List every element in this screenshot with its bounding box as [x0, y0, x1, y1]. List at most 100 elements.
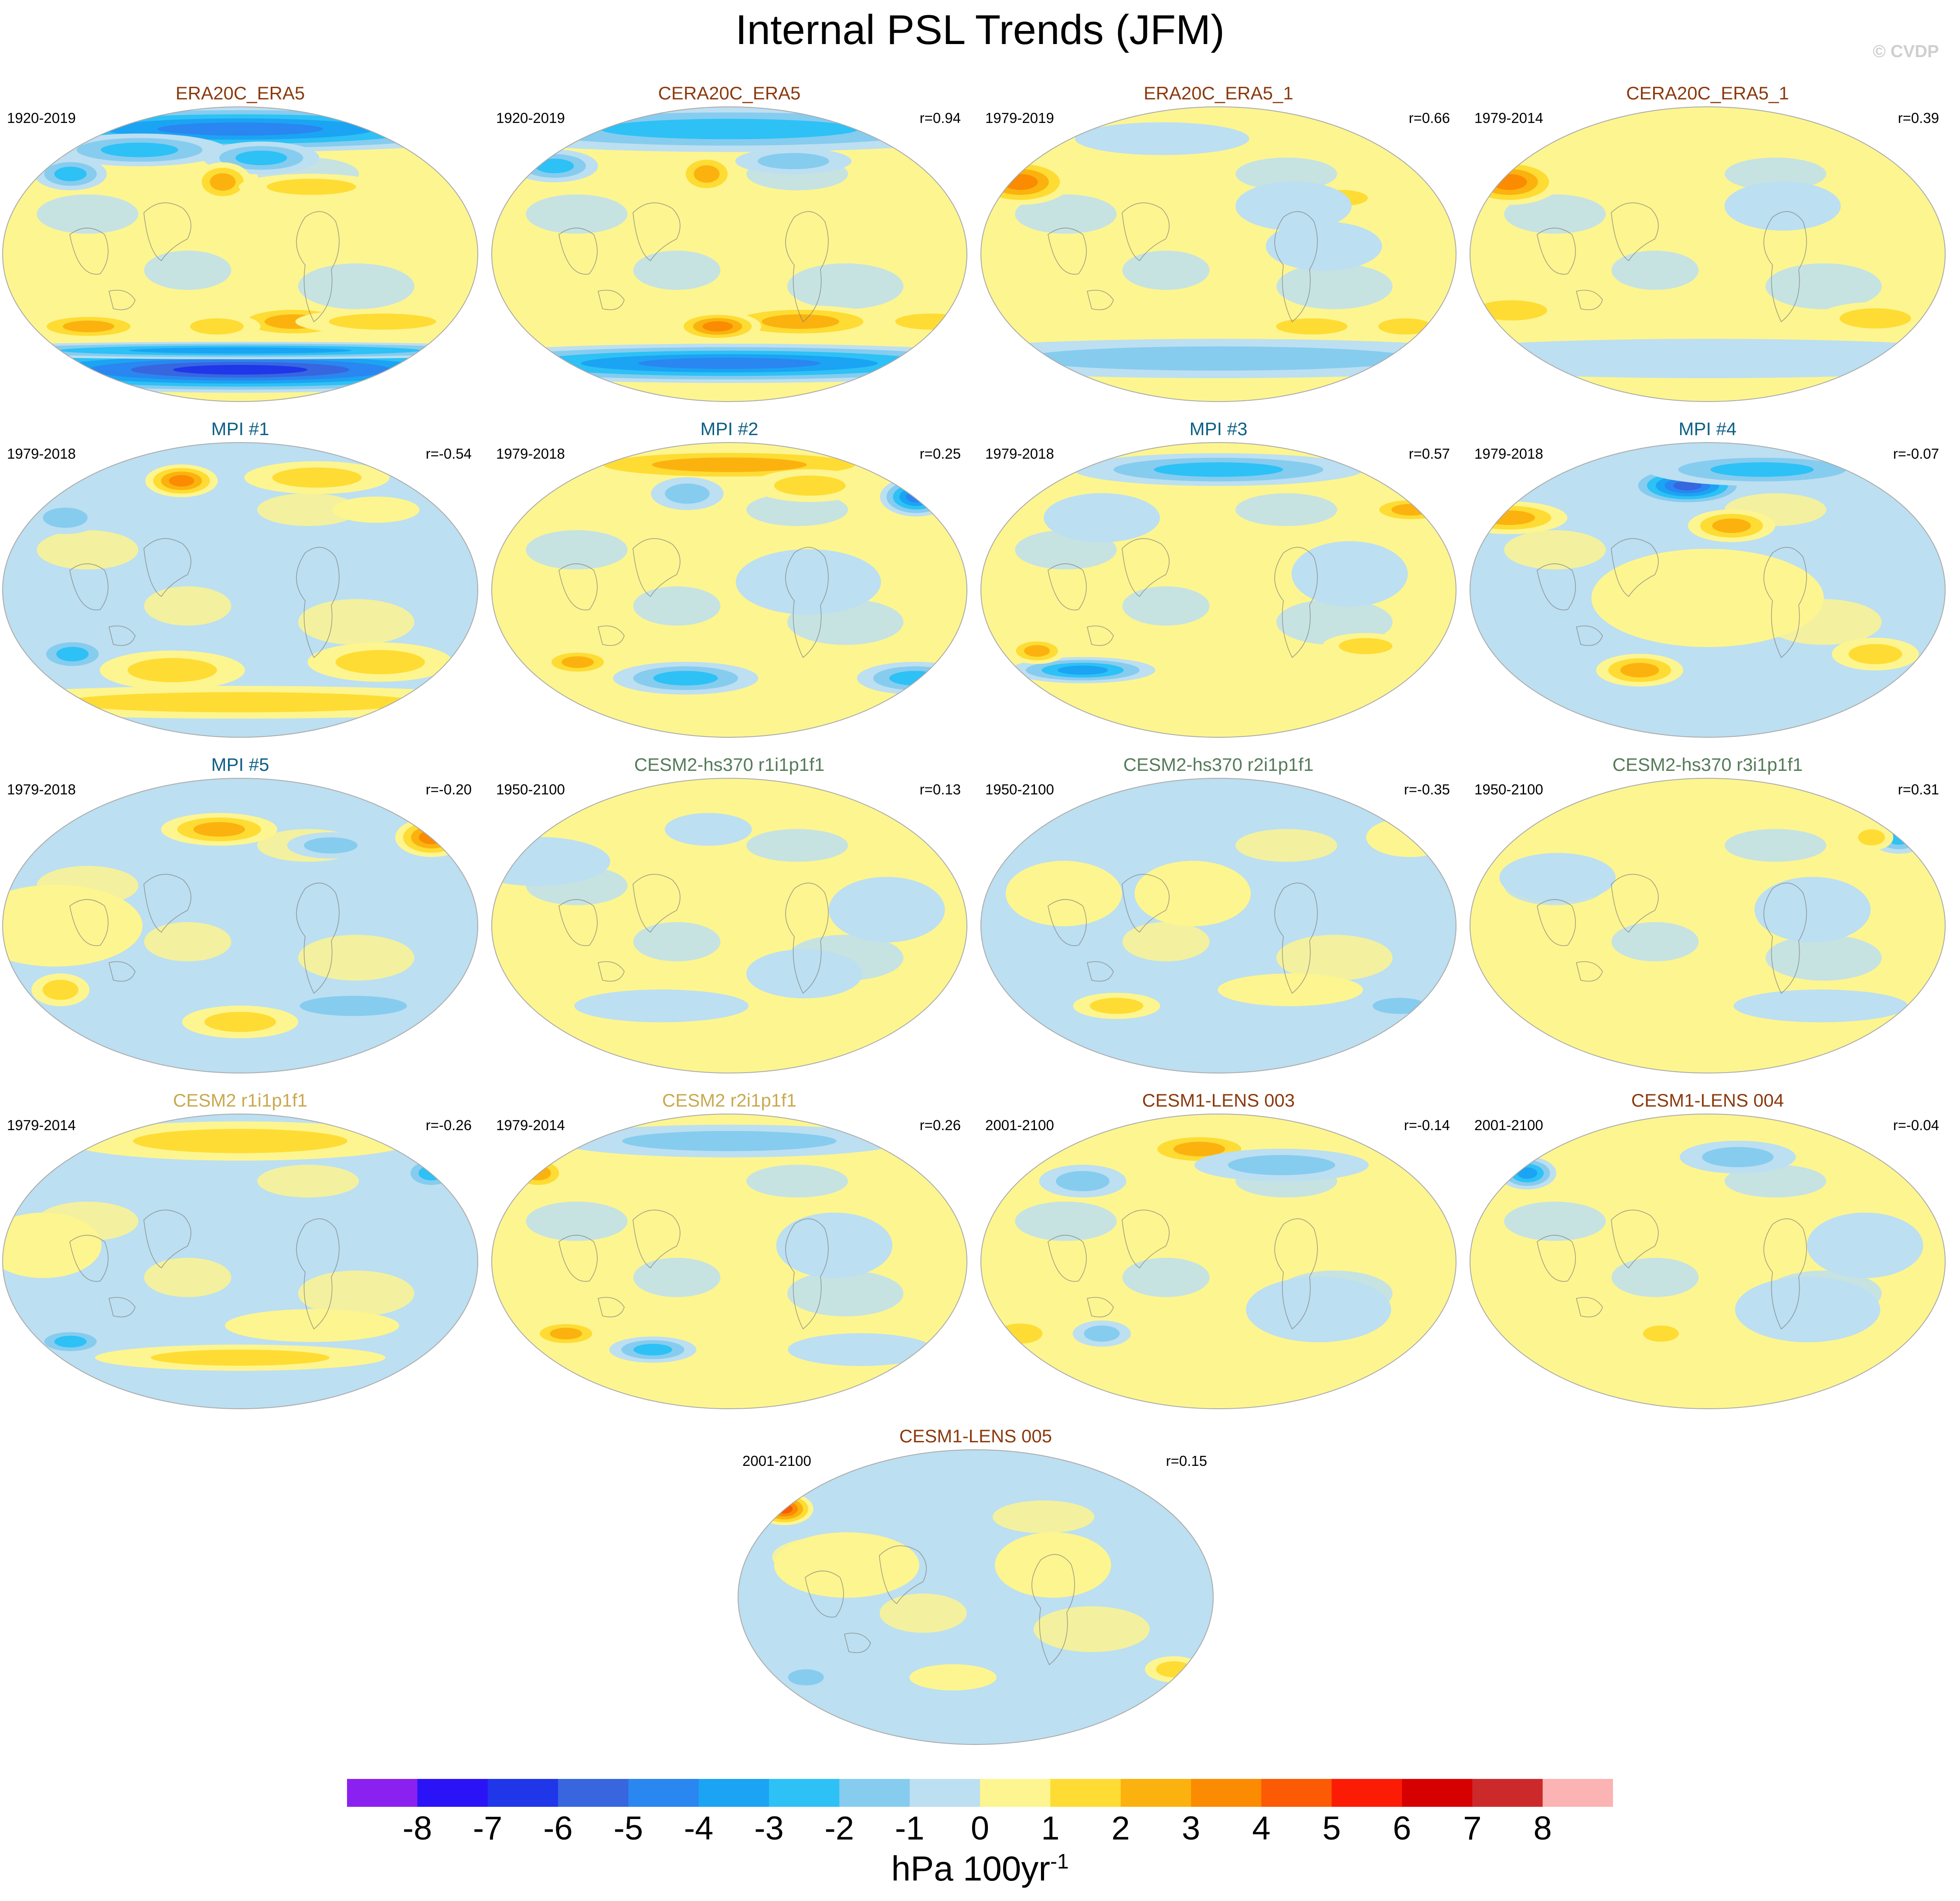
panel-correlation: r=-0.04: [1893, 1117, 1939, 1133]
trend-contour: [1807, 1213, 1923, 1278]
trend-patch: [1504, 194, 1606, 234]
coastline: [558, 1235, 598, 1282]
trend-patch: [633, 586, 721, 626]
map-panel: CESM1-LENS 004 2001-2100 r=-0.04: [1467, 1090, 1948, 1413]
panel-correlation: r=-0.07: [1893, 446, 1939, 462]
trend-contour: [665, 484, 710, 504]
panel-period: 1950-2100: [496, 781, 565, 797]
map-panel: CESM2 r1i1p1f1 1979-2014 r=-0.26: [0, 1090, 480, 1413]
map-border: [491, 778, 967, 1073]
trend-contour: [1246, 1277, 1392, 1342]
trend-contour: [133, 1129, 347, 1153]
coastline: [1122, 538, 1170, 597]
trend-contour: [335, 650, 425, 675]
coastline: [143, 202, 191, 262]
coastline: [1274, 1218, 1318, 1330]
coastline: [69, 563, 109, 610]
trend-patch: [1504, 530, 1606, 570]
panel-map: [1470, 1114, 1946, 1409]
colorbar-tick-label: -3: [754, 1810, 784, 1847]
panel-period: 1979-2018: [7, 446, 76, 462]
colorbar-box: [417, 1779, 488, 1807]
trend-contour: [210, 173, 236, 191]
coastline: [558, 228, 598, 275]
trend-contour: [1235, 181, 1352, 231]
coastline: [143, 1209, 191, 1269]
coastline: [1611, 1209, 1659, 1269]
coastline: [1576, 625, 1603, 646]
trend-patch: [1765, 935, 1882, 981]
trend-contour: [419, 830, 444, 845]
trend-contour: [204, 1012, 276, 1032]
trend-contour: [828, 877, 945, 943]
trend-contour: [332, 496, 420, 523]
colorbar-tick-label: 7: [1463, 1810, 1482, 1847]
coastline: [296, 882, 340, 994]
colorbar-box: [980, 1779, 1051, 1807]
trend-contour: [1710, 462, 1814, 477]
trend-contour: [43, 508, 88, 528]
trend-contour: [788, 1669, 824, 1686]
coastline: [1087, 290, 1114, 310]
trend-patch: [526, 194, 628, 234]
trend-contour: [157, 122, 323, 136]
trend-patch: [144, 922, 231, 961]
trend-contour: [1022, 346, 1415, 371]
panel-title: CESM2 r1i1p1f1: [173, 1090, 308, 1111]
map-panel: CESM2 r2i1p1f1 1979-2014 r=0.26: [489, 1090, 970, 1413]
panel-map: [1470, 442, 1946, 738]
trend-patch: [144, 250, 231, 290]
trend-contour: [1057, 665, 1108, 675]
trend-contour: [895, 313, 967, 330]
trend-contour: [1754, 877, 1871, 943]
colorbar-box: [839, 1779, 910, 1807]
coastline: [109, 625, 136, 646]
trend-patch: [1015, 194, 1117, 234]
colorbar-tick-label: -4: [684, 1810, 714, 1847]
panel-correlation: r=0.13: [919, 781, 961, 797]
trend-contour: [1848, 644, 1902, 664]
trend-patch: [257, 493, 359, 526]
panel-map: [491, 106, 967, 402]
coastline: [109, 290, 136, 310]
trend-contour: [54, 1335, 87, 1348]
trend-contour: [1075, 122, 1249, 155]
coastline: [69, 899, 109, 946]
trend-patch: [1122, 586, 1210, 626]
panel-map: [738, 1449, 1214, 1745]
trend-contour: [1291, 541, 1408, 607]
trend-contour: [304, 837, 358, 854]
trend-contour: [1643, 1325, 1679, 1342]
map-border: [491, 1114, 967, 1409]
panel-period: 1979-2014: [496, 1117, 565, 1133]
trend-patch: [633, 250, 721, 290]
panel-correlation: r=0.31: [1898, 781, 1940, 797]
trend-contour: [3, 885, 143, 967]
trend-contour: [1084, 1325, 1120, 1342]
trend-contour: [299, 995, 407, 1016]
trend-contour: [1276, 318, 1348, 335]
coastline: [296, 1218, 340, 1330]
trend-contour: [735, 549, 881, 615]
coastline: [1537, 899, 1576, 946]
map-panel: ERA20C_ERA5 1920-2019: [0, 83, 480, 405]
trend-contour: [776, 1504, 793, 1514]
panel-map: [980, 1114, 1456, 1409]
map-border: [491, 106, 967, 402]
trend-contour: [1005, 861, 1122, 927]
colorbar-tick-label: 6: [1392, 1810, 1412, 1847]
coastline: [1274, 882, 1318, 994]
trend-patch: [993, 1500, 1095, 1533]
trend-patch: [633, 1257, 721, 1297]
trend-contour: [771, 1501, 798, 1517]
trend-patch: [298, 263, 415, 310]
coastline: [1763, 1218, 1807, 1330]
coastline: [1274, 547, 1318, 658]
panel-correlation: r=0.39: [1898, 110, 1940, 126]
trend-patch: [1235, 157, 1337, 191]
map-panel: CERA20C_ERA5_1 1979-2014 r=0.39: [1467, 83, 1948, 405]
trend-contour: [995, 1532, 1111, 1598]
coastline: [1537, 563, 1576, 610]
map-panel: CESM2-hs370 r3i1p1f1 1950-2100 r=0.31: [1467, 754, 1948, 1077]
trend-contour: [906, 491, 927, 503]
